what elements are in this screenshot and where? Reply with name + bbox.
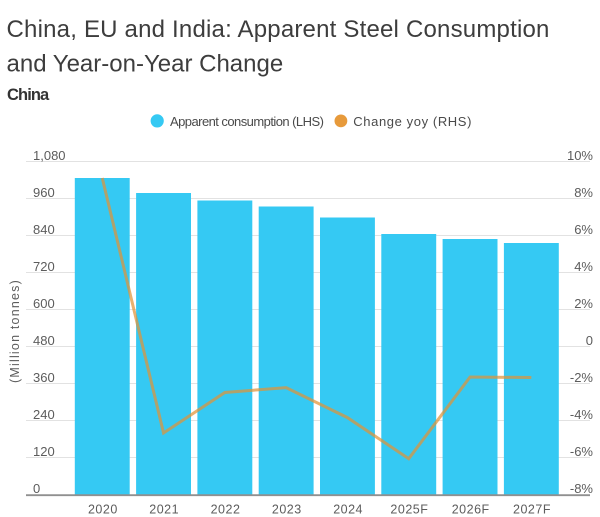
svg-text:2022: 2022 xyxy=(211,503,241,517)
svg-text:and Year-on-Year Change: and Year-on-Year Change xyxy=(7,50,284,77)
svg-text:2025F: 2025F xyxy=(390,503,428,517)
svg-text:4%: 4% xyxy=(574,259,593,274)
svg-text:120: 120 xyxy=(33,444,55,459)
svg-text:-8%: -8% xyxy=(570,481,594,496)
svg-text:960: 960 xyxy=(33,185,55,200)
svg-text:840: 840 xyxy=(33,222,55,237)
svg-text:2027F: 2027F xyxy=(513,503,551,517)
svg-text:-4%: -4% xyxy=(570,407,594,422)
svg-text:480: 480 xyxy=(33,333,55,348)
svg-text:2023: 2023 xyxy=(272,503,302,517)
svg-text:6%: 6% xyxy=(574,222,593,237)
svg-text:Change yoy (RHS): Change yoy (RHS) xyxy=(353,114,472,129)
svg-text:0: 0 xyxy=(33,481,40,496)
svg-text:China, EU and India: Apparent: China, EU and India: Apparent Steel Cons… xyxy=(7,16,550,43)
svg-text:2026F: 2026F xyxy=(452,503,490,517)
svg-text:8%: 8% xyxy=(574,185,593,200)
svg-text:600: 600 xyxy=(33,296,55,311)
svg-text:2020: 2020 xyxy=(88,503,118,517)
svg-text:2%: 2% xyxy=(574,296,593,311)
svg-text:1,080: 1,080 xyxy=(33,148,66,163)
svg-text:Apparent consumption (LHS): Apparent consumption (LHS) xyxy=(170,114,324,129)
svg-text:-2%: -2% xyxy=(570,370,594,385)
svg-text:720: 720 xyxy=(33,259,55,274)
svg-text:240: 240 xyxy=(33,407,55,422)
svg-text:10%: 10% xyxy=(567,148,593,163)
svg-text:2021: 2021 xyxy=(149,503,179,517)
svg-text:-6%: -6% xyxy=(570,444,594,459)
svg-text:China: China xyxy=(7,86,50,104)
svg-text:360: 360 xyxy=(33,370,55,385)
svg-text:0: 0 xyxy=(586,333,593,348)
svg-text:(Million tonnes): (Million tonnes) xyxy=(8,279,22,383)
svg-text:2024: 2024 xyxy=(333,503,363,517)
